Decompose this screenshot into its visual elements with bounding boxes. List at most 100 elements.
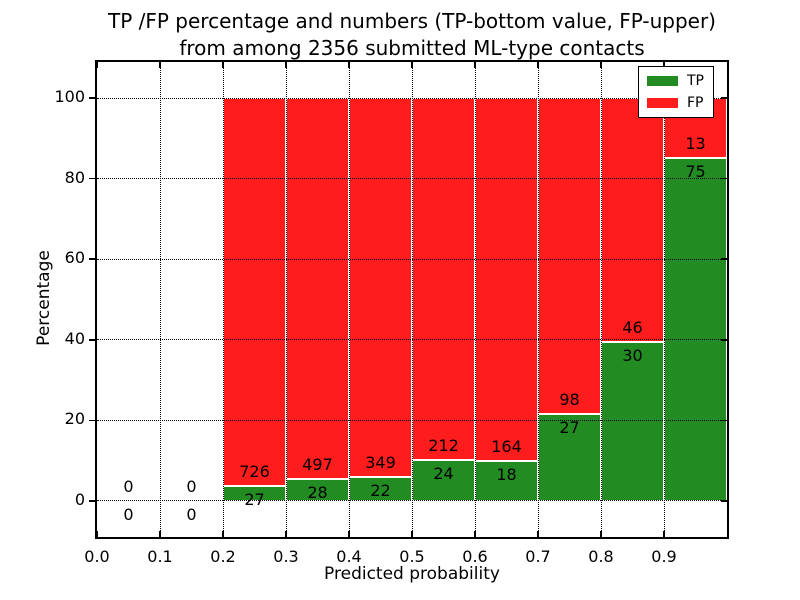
x-tick-label: 0.0	[84, 547, 110, 566]
tp-count-label: 28	[307, 483, 328, 503]
tp-count-label: 30	[622, 345, 643, 365]
bar-segment-tp	[664, 157, 727, 501]
x-tick	[474, 531, 476, 537]
tp-count-label: 27	[244, 490, 265, 510]
tp-count-label: 18	[496, 465, 517, 485]
fp-count-label: 0	[123, 476, 134, 496]
x-tick-top	[96, 62, 98, 68]
x-tick-label: 0.8	[588, 547, 614, 566]
bar-segment-tp	[538, 413, 601, 501]
legend-item-fp: FP	[647, 96, 704, 110]
bar-segment-fp	[286, 98, 349, 480]
bar-segment-fp	[601, 98, 664, 342]
x-tick	[663, 531, 665, 537]
x-gridline	[411, 62, 413, 537]
x-tick-label: 0.7	[525, 547, 551, 566]
y-gridline	[97, 419, 727, 421]
legend-label-tp: TP	[687, 73, 704, 89]
tp-count-label: 0	[123, 504, 134, 524]
x-tick-top	[348, 62, 350, 68]
y-tick-right	[721, 97, 727, 99]
bar-segment-tp	[475, 460, 538, 501]
tp-count-label: 24	[433, 463, 454, 483]
y-gridline	[97, 339, 727, 341]
y-tick	[89, 177, 95, 180]
fp-count-label: 0	[186, 476, 197, 496]
y-tick	[89, 258, 95, 260]
x-gridline	[474, 62, 476, 537]
legend-item-tp: TP	[647, 74, 704, 88]
y-tick	[89, 339, 95, 341]
x-tick-label: 0.4	[336, 547, 362, 566]
y-gridline	[97, 500, 727, 502]
x-tick-label: 0.1	[147, 547, 173, 566]
x-gridline	[285, 62, 287, 537]
bar-segment-tp	[412, 459, 475, 501]
x-tick	[411, 531, 413, 537]
x-gridline	[537, 62, 539, 537]
bar-segment-fp	[538, 98, 601, 414]
legend-label-fp: FP	[687, 95, 704, 111]
y-tick	[89, 419, 95, 421]
x-tick	[222, 531, 224, 537]
x-tick-label: 0.9	[651, 547, 677, 566]
x-tick-top	[663, 62, 665, 68]
y-tick-right	[721, 177, 727, 180]
tp-count-label: 0	[186, 504, 197, 524]
chart-title-line1: TP /FP percentage and numbers (TP-bottom…	[108, 9, 716, 33]
fp-count-label: 726	[239, 462, 270, 482]
x-tick-top	[285, 62, 287, 68]
tp-count-label: 75	[685, 161, 706, 181]
chart-title-line2: from among 2356 submitted ML-type contac…	[179, 36, 645, 60]
x-tick-top	[537, 62, 539, 68]
x-tick-top	[600, 62, 602, 68]
y-tick-label: 100	[54, 87, 85, 107]
fp-count-label: 497	[302, 455, 333, 475]
bar-segment-fp	[223, 98, 286, 487]
y-tick-label: 40	[64, 328, 85, 348]
legend: TP FP	[638, 66, 714, 118]
y-tick-right	[721, 419, 727, 421]
x-gridline	[159, 62, 161, 537]
x-tick	[600, 531, 602, 537]
y-tick-label: 20	[64, 409, 85, 429]
legend-swatch-fp	[647, 98, 678, 108]
y-tick-right	[721, 339, 727, 341]
y-tick-right	[721, 500, 727, 502]
bar-segment-fp	[475, 98, 538, 461]
x-tick-top	[474, 62, 476, 68]
plot-area: TP FP 0 0 0 0 726 27 497 28 349 22 212 24 164 18 98 27 46…	[54, 60, 729, 566]
x-tick	[285, 531, 287, 537]
x-tick-top	[222, 62, 224, 68]
y-tick-right	[721, 258, 727, 260]
y-tick	[89, 97, 95, 99]
x-tick-label: 0.3	[273, 547, 299, 566]
y-tick	[89, 500, 95, 502]
fp-count-label: 13	[685, 133, 706, 153]
x-gridline	[600, 62, 602, 537]
x-tick	[537, 531, 539, 537]
x-tick-top	[159, 62, 161, 68]
x-tick-label: 0.5	[399, 547, 425, 566]
x-tick	[159, 531, 161, 537]
fp-count-label: 212	[428, 435, 459, 455]
x-tick-label: 0.6	[462, 547, 488, 566]
x-tick-top	[411, 62, 413, 68]
x-tick-label: 0.2	[210, 547, 236, 566]
y-gridline	[97, 178, 727, 180]
fp-count-label: 349	[365, 452, 396, 472]
y-tick-label: 0	[74, 489, 85, 509]
fp-count-label: 164	[491, 436, 522, 456]
x-gridline	[348, 62, 350, 537]
x-tick	[348, 531, 350, 537]
fp-count-label: 46	[622, 317, 643, 337]
chart-title: TP /FP percentage and numbers (TP-bottom…	[92, 8, 732, 62]
bar-segment-tp	[601, 341, 664, 501]
y-gridline	[97, 97, 727, 99]
x-gridline	[222, 62, 224, 537]
x-gridline	[663, 62, 665, 537]
bar-segment-fp	[412, 98, 475, 460]
x-axis-label: Predicted probability	[324, 564, 500, 584]
y-gridline	[97, 258, 727, 260]
